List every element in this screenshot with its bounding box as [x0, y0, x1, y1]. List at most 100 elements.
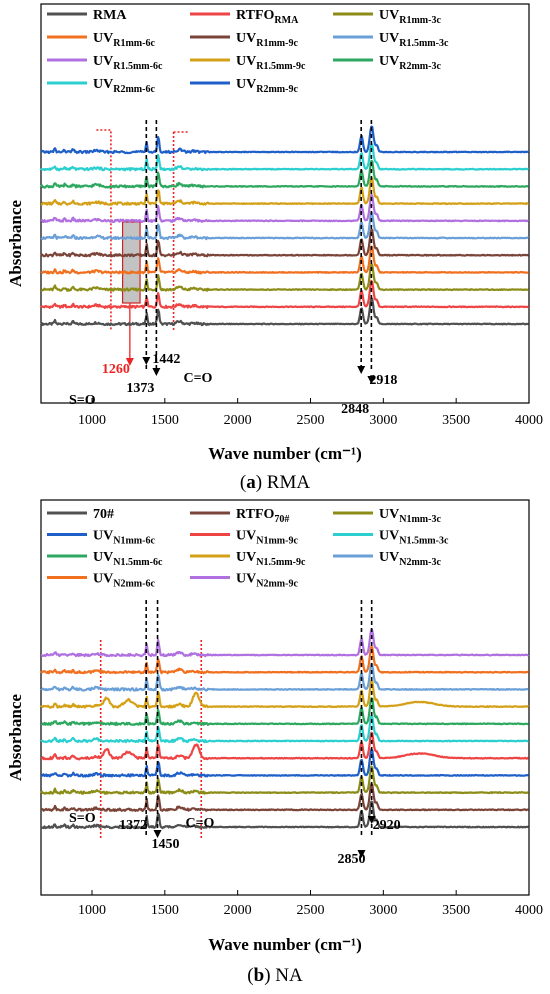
peak-annotation: 1373	[126, 381, 154, 396]
legend-entry: UVN2mm-3c	[379, 550, 441, 568]
legend-entry: UVN1mm-6c	[93, 529, 155, 547]
x-tick-label: 4000	[515, 903, 543, 918]
legend-entry: UVN1mm-3c	[379, 507, 441, 525]
x-tick-label: 3500	[442, 413, 470, 428]
spectrum-line	[40, 228, 530, 258]
spectrum-line	[40, 142, 530, 172]
spectrum-line	[40, 714, 529, 744]
legend-entry: RTFO70#	[236, 507, 289, 525]
legend-name: UV	[93, 529, 113, 544]
spectrum-line	[40, 279, 530, 309]
spectrum-line	[40, 679, 530, 709]
dotted-bracket	[172, 131, 189, 332]
legend-entry: UVR1.5mm-3c	[379, 31, 449, 49]
spectrum-line	[40, 662, 529, 692]
legend-name: UV	[379, 550, 399, 565]
legend-name: UV	[379, 31, 399, 46]
legend-entry: RMA	[93, 8, 127, 23]
peak-annotation: C=O	[183, 371, 212, 386]
legend-name: UV	[236, 54, 256, 69]
peak-annotation: S=O	[69, 393, 96, 408]
spectrum-line	[40, 211, 530, 241]
legend-subscript: N1.5mm-6c	[113, 557, 163, 568]
x-tick-label: 1500	[151, 903, 179, 918]
legend-entry: UVN2mm-9c	[236, 572, 298, 590]
dotted-bracket	[96, 129, 112, 330]
legend-entry: UVN1.5mm-9c	[236, 550, 306, 568]
panel-b-na: 1000 1500 2000 2500 3000 3500 4000 Wave number …	[6, 499, 543, 986]
legend-entry: UVR1mm-6c	[93, 31, 155, 49]
panel-caption-letter: a	[246, 472, 256, 493]
panel-caption-letter: b	[254, 965, 265, 986]
legend-subscript: R1mm-3c	[399, 15, 441, 26]
legend-entry: UVR1.5mm-6c	[93, 54, 163, 72]
peak-annotation: S=O	[69, 811, 96, 826]
peak-annotation: 1260	[102, 362, 130, 377]
legend-name: UV	[379, 507, 399, 522]
x-tick-label: 1500	[151, 413, 179, 428]
legend-name: UV	[236, 31, 256, 46]
x-axis-label: Wave number (cm⁻¹)	[208, 444, 362, 463]
legend-entry: UVN1mm-9c	[236, 529, 298, 547]
legend-name: UV	[93, 550, 113, 565]
legend-name: UV	[93, 572, 113, 587]
legend-name: UV	[236, 572, 256, 587]
spectrum-line	[40, 765, 529, 795]
legend-entry: UVR2mm-3c	[379, 54, 441, 72]
x-tick-label: 2500	[296, 903, 324, 918]
peak-annotation: 1372	[119, 818, 147, 833]
legend-subscript: N2mm-9c	[256, 579, 298, 590]
x-tick-label: 2000	[224, 903, 252, 918]
plot-frame	[40, 499, 530, 896]
legend-name: UV	[93, 54, 113, 69]
legend-subscript: N1.5mm-3c	[399, 536, 449, 547]
spectrum-line	[40, 748, 529, 778]
y-axis-label: Absorbance	[6, 200, 25, 287]
panel-a-rma: 1000 1500 2000 2500 3000 3500 4000 Wave number …	[6, 3, 543, 493]
legend-subscript: N1.5mm-9c	[256, 557, 306, 568]
x-tick-label: 4000	[515, 413, 543, 428]
spectrum-line	[40, 697, 529, 727]
x-tick-label: 3500	[442, 903, 470, 918]
panel-caption-open: (	[247, 965, 253, 986]
spectrum-line	[40, 262, 530, 292]
legend-name: RTFO	[236, 507, 275, 522]
legend-entry: 70#	[93, 507, 114, 522]
legend-subscript: N2mm-3c	[399, 557, 441, 568]
panel-caption-name: ) NA	[264, 965, 303, 986]
plot-frame	[40, 3, 530, 404]
legend-name: UV	[236, 529, 256, 544]
peak-annotation: 2920	[373, 818, 401, 833]
spectrum-line	[40, 782, 529, 813]
x-tick-label: 3000	[369, 903, 397, 918]
legend-entry: UVN1.5mm-3c	[379, 529, 449, 547]
legend-entry: UVR1.5mm-9c	[236, 54, 306, 72]
peak-annotation: 1450	[152, 837, 180, 852]
legend-name: UV	[379, 529, 399, 544]
legend-name: RTFO	[236, 8, 275, 23]
legend-name: UV	[236, 77, 256, 92]
legend-subscript: N1mm-6c	[113, 536, 155, 547]
highlight-arrow-head	[125, 358, 134, 366]
legend-subscript: N1mm-9c	[256, 536, 298, 547]
peak-annotation: 2850	[337, 852, 365, 867]
peak-arrow-head	[357, 366, 366, 374]
panel-caption: (a) RMA	[240, 472, 310, 493]
spectrum-line	[40, 159, 529, 189]
legend-subscript: R1.5mm-6c	[113, 61, 163, 72]
spectrum-line	[40, 731, 529, 761]
peak-annotation: 1442	[152, 352, 180, 367]
legend-entry: UVR2mm-9c	[236, 77, 298, 95]
spectrum-line	[40, 645, 529, 675]
legend-subscript: R2mm-3c	[399, 61, 441, 72]
legend-subscript: R1.5mm-9c	[256, 61, 306, 72]
panel-caption-open: (	[240, 472, 246, 493]
spectrum-line	[40, 245, 529, 275]
legend-subscript: N2mm-6c	[113, 579, 155, 590]
peak-arrow-head	[357, 850, 366, 858]
x-tick-label: 3000	[369, 413, 397, 428]
x-tick-label: 1000	[78, 413, 106, 428]
legend-entry: UVR1mm-9c	[236, 31, 298, 49]
legend-subscript: RMA	[274, 15, 299, 26]
